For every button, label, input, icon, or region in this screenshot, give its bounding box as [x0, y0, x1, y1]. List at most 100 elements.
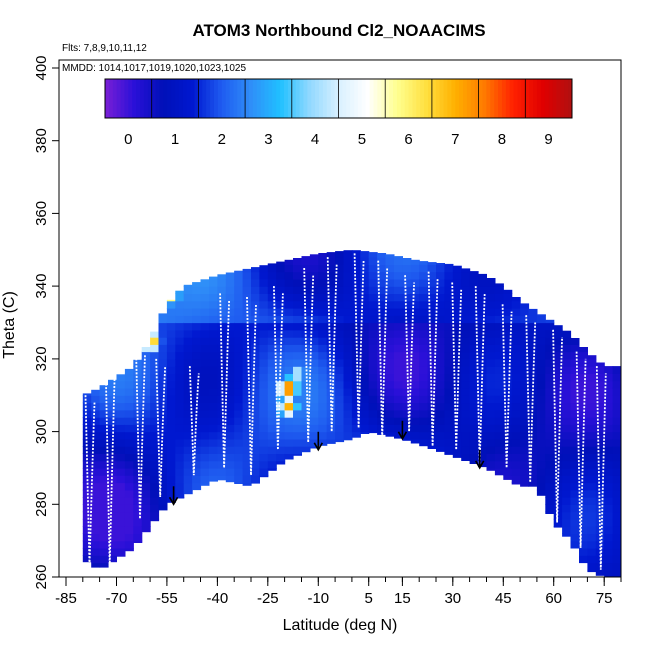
flight-profile: [501, 304, 513, 468]
heatmap-cell: [150, 504, 160, 513]
heatmap-cell: [225, 272, 235, 280]
heatmap-cell: [116, 533, 126, 542]
colorbar-swatch: [389, 79, 394, 118]
heatmap-cell: [183, 409, 193, 418]
heatmap-cell: [276, 417, 286, 425]
heatmap-cell: [461, 337, 471, 345]
heatmap-cell: [309, 351, 319, 360]
heatmap-cell: [520, 482, 530, 487]
heatmap-cell: [461, 358, 471, 367]
heatmap-cell: [225, 460, 235, 469]
heatmap-cell: [461, 286, 471, 294]
heatmap-cell: [612, 533, 621, 542]
heatmap-cell: [562, 387, 572, 396]
flight-profiles: [84, 253, 607, 570]
heatmap-cell: [276, 351, 286, 360]
colorbar-swatch: [245, 79, 250, 118]
heatmap-cell: [494, 293, 504, 302]
heatmap-cell: [284, 308, 294, 316]
colorbar-swatch: [120, 79, 125, 118]
heatmap-cell: [394, 366, 403, 374]
heatmap-cell: [570, 446, 580, 454]
heatmap-cell: [545, 417, 555, 425]
heatmap-cell: [503, 337, 513, 345]
heatmap-cell: [612, 569, 621, 577]
heatmap-cell: [276, 329, 286, 338]
heatmap-cell: [520, 344, 530, 353]
heatmap-cell: [562, 482, 572, 491]
heatmap-cell: [318, 329, 328, 338]
heatmap-cell: [309, 329, 319, 338]
heatmap-cell: [158, 446, 168, 454]
heatmap-cell: [427, 373, 437, 382]
colorbar-swatch: [225, 79, 231, 118]
colorbar-swatch: [455, 79, 460, 118]
heatmap-cell: [124, 547, 134, 552]
heatmap-cell: [175, 293, 185, 302]
heatmap-cell: [259, 453, 269, 462]
heatmap-cell: [166, 373, 176, 382]
heatmap-cell: [536, 380, 546, 389]
colorbar-swatch: [140, 79, 145, 118]
heatmap-cell: [259, 460, 269, 469]
heatmap-cell: [360, 308, 370, 316]
colorbar-swatch: [108, 79, 114, 118]
heatmap-cell: [553, 446, 563, 454]
heatmap-cell: [536, 431, 546, 440]
heatmap-cell: [351, 329, 361, 338]
heatmap-cell: [234, 395, 244, 404]
heatmap-cell: [486, 453, 496, 462]
heatmap-cell: [192, 344, 202, 353]
heatmap-cell: [469, 387, 479, 396]
heatmap-cell: [124, 540, 134, 549]
heatmap-cell: [234, 446, 244, 454]
heatmap-cell: [234, 344, 244, 353]
heatmap-cell: [124, 482, 134, 491]
heatmap-cell: [351, 395, 361, 404]
heatmap-cell: [99, 424, 109, 433]
heatmap-cell: [335, 293, 345, 302]
heatmap-cell: [545, 460, 555, 469]
heatmap-cell: [166, 446, 176, 454]
heatmap-cell: [267, 438, 277, 447]
heatmap-cell: [301, 446, 311, 453]
heatmap-cell: [562, 497, 572, 505]
y-tick-label: 380: [33, 128, 50, 153]
heatmap-cell: [452, 344, 462, 353]
heatmap-cell: [503, 380, 513, 389]
heatmap-cell: [469, 460, 479, 464]
heatmap-cell: [116, 446, 126, 454]
colorbar-swatch: [400, 79, 406, 118]
heatmap-cell: [503, 453, 513, 462]
heatmap-cell: [579, 467, 588, 476]
heatmap-cell: [91, 504, 101, 513]
heatmap-cell: [385, 308, 395, 316]
heatmap-cell: [351, 300, 361, 309]
colorbar-swatch: [147, 79, 153, 118]
heatmap-cell: [267, 329, 277, 338]
heatmap-cell: [536, 482, 546, 491]
heatmap-cell: [309, 387, 319, 396]
heatmap-cell: [494, 395, 504, 404]
heatmap-cell: [242, 268, 252, 273]
heatmap-cell: [486, 438, 496, 447]
heatmap-cell: [259, 409, 269, 418]
heatmap-cell: [360, 337, 370, 345]
heatmap-cell: [209, 453, 218, 462]
heatmap-cell: [209, 402, 218, 411]
heatmap-cell: [520, 373, 530, 382]
heatmap-cell: [192, 402, 202, 411]
heatmap-cell: [553, 344, 563, 353]
heatmap-cell: [360, 344, 370, 353]
heatmap-cell: [486, 286, 496, 294]
heatmap-cell: [604, 424, 614, 433]
heatmap-cell: [225, 475, 235, 483]
heatmap-cell: [427, 446, 437, 449]
heatmap-cell: [410, 351, 420, 360]
heatmap-cell: [520, 308, 530, 316]
heatmap-cell: [343, 250, 353, 258]
heatmap-cell: [318, 366, 328, 374]
heatmap-cell: [276, 261, 286, 265]
heatmap-cell: [192, 446, 202, 454]
heatmap-cell: [436, 278, 445, 287]
